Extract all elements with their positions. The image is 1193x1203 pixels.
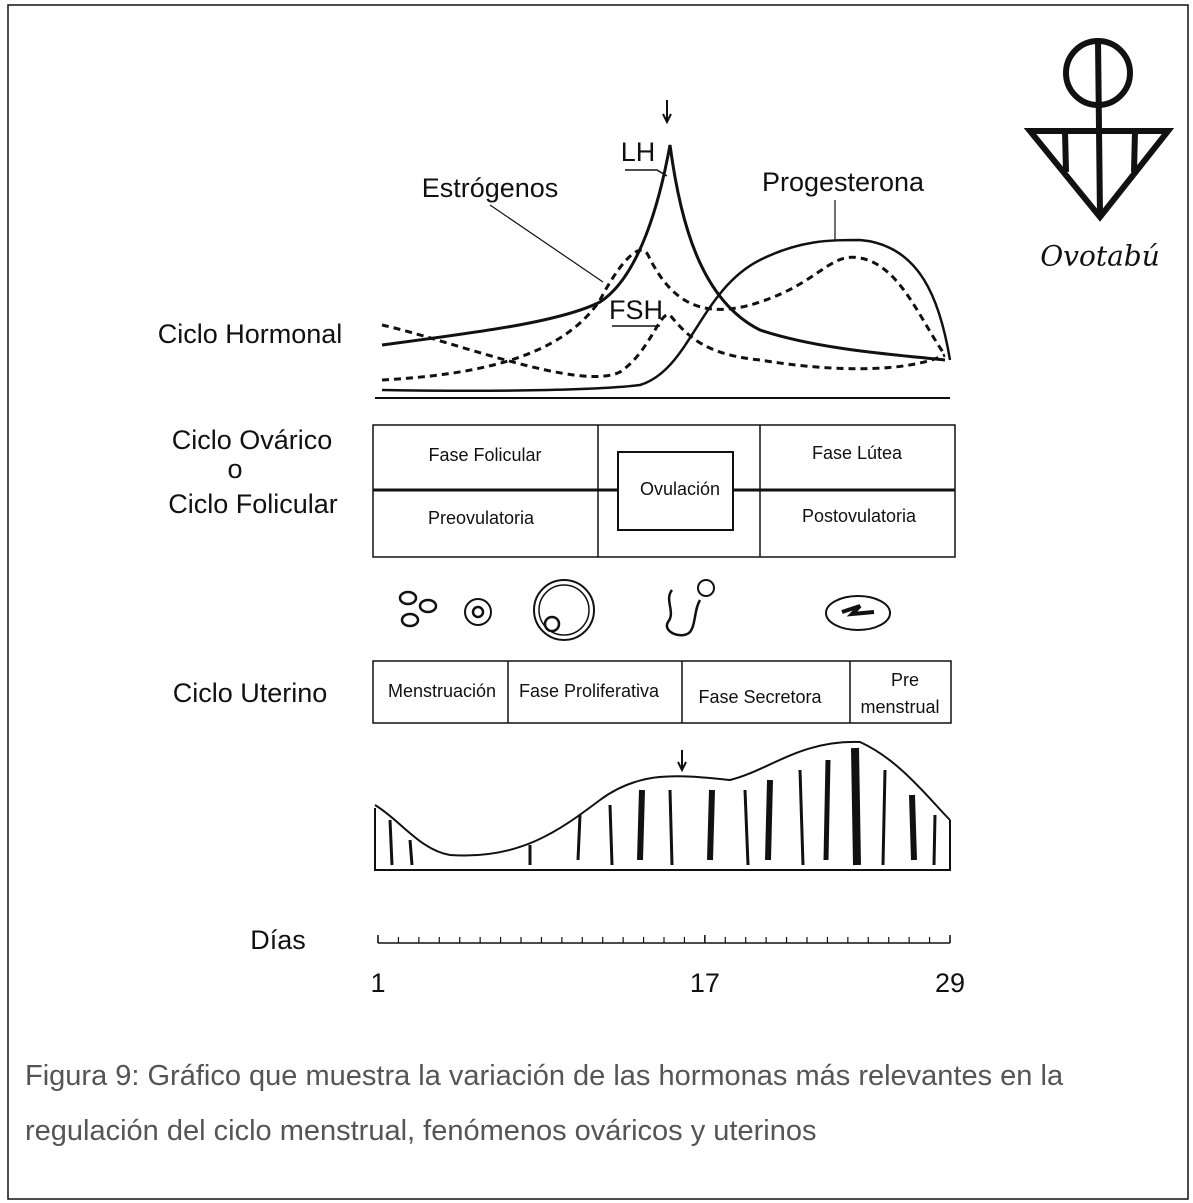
logo (1023, 38, 1175, 222)
phase-label: Fase Proliferativa (519, 681, 660, 701)
lh-curve (381, 144, 946, 362)
phase-label: Postovulatoria (802, 506, 917, 526)
progesterone-curve (381, 238, 952, 393)
phase-label: Pre (891, 670, 919, 690)
section-label: Ciclo Ovárico (172, 425, 333, 455)
fsh-curve (381, 313, 946, 378)
follicle-illustrations (398, 579, 891, 641)
phase-label: Fase Lútea (812, 443, 903, 463)
phase-label: Ovulación (640, 479, 720, 499)
section-label: Ciclo Folicular (168, 489, 338, 519)
days-label: Días (250, 925, 306, 955)
lh-label: LH (621, 137, 656, 167)
phase-label: Fase Folicular (428, 445, 541, 465)
tick-label: 1 (370, 968, 385, 998)
phase-label: Preovulatoria (428, 508, 535, 528)
section-label: Ciclo Uterino (173, 678, 328, 708)
progesterone-label: Progesterona (762, 167, 925, 197)
tick-label: 17 (690, 968, 720, 998)
logo-text: Ovotabú (1040, 240, 1160, 273)
estrogen-label: Estrógenos (422, 173, 559, 203)
phase-label: menstrual (860, 697, 939, 717)
frame (7, 4, 1189, 1200)
endometrium-illustration (374, 740, 951, 871)
estrogen-curve (381, 248, 947, 382)
hormonal-chart (375, 100, 952, 399)
caption-line: Figura 9: Gráfico que muestra la variaci… (25, 1060, 1064, 1092)
days-axis: 1 17 29 (370, 935, 965, 998)
phase-label: Fase Secretora (698, 687, 822, 707)
section-label: Ciclo Hormonal (158, 319, 343, 349)
phase-label: Menstruación (388, 681, 496, 701)
ovarian-table (372, 424, 956, 558)
uterine-table (372, 660, 952, 724)
section-label: o (227, 454, 242, 484)
tick-label: 29 (935, 968, 965, 998)
fsh-label: FSH (609, 295, 663, 325)
caption-line: regulación del ciclo menstrual, fenómeno… (25, 1115, 816, 1147)
